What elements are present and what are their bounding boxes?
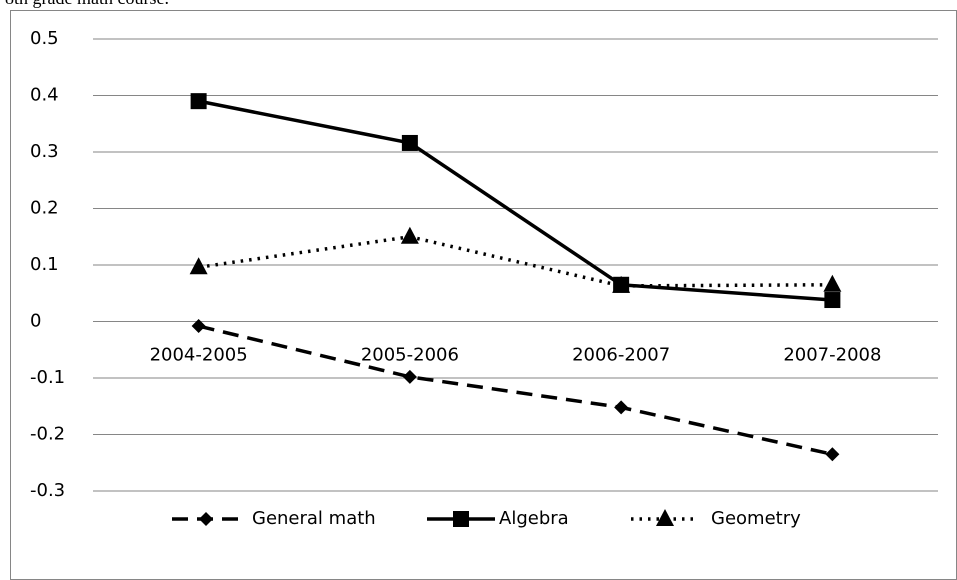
- marker: [400, 226, 419, 244]
- marker: [199, 512, 213, 526]
- x-tick-label: 2007-2008: [783, 345, 881, 366]
- x-tick-label: 2006-2007: [572, 345, 670, 366]
- series-line: [198, 99, 833, 302]
- y-tick-label: 0.4: [30, 85, 59, 106]
- marker: [453, 511, 469, 527]
- legend-label: Algebra: [499, 508, 569, 529]
- marker: [824, 292, 841, 309]
- marker: [823, 274, 842, 292]
- y-tick-label: -0.2: [30, 424, 65, 445]
- marker: [191, 319, 206, 334]
- marker: [825, 447, 840, 462]
- y-tick-label: 0.3: [30, 141, 59, 162]
- legend-label: General math: [252, 508, 376, 529]
- y-tick-label: -0.3: [30, 480, 65, 501]
- y-tick-label: 0: [30, 311, 41, 332]
- series-line: [198, 324, 833, 456]
- series-line: [198, 234, 833, 288]
- y-tick-label: 0.1: [30, 254, 59, 275]
- legend-label: Geometry: [711, 508, 801, 529]
- marker: [401, 134, 418, 151]
- y-tick-label: 0.2: [30, 198, 59, 219]
- caption: 8th grade math course.: [5, 0, 169, 8]
- x-tick-label: 2004-2005: [150, 345, 248, 366]
- marker: [612, 275, 631, 293]
- y-tick-label: -0.1: [30, 367, 65, 388]
- x-tick-label: 2005-2006: [361, 345, 459, 366]
- marker: [656, 509, 674, 526]
- marker: [190, 93, 207, 110]
- y-tick-label: 0.5: [30, 28, 59, 49]
- marker: [614, 400, 629, 415]
- marker: [189, 257, 208, 275]
- marker: [402, 369, 417, 384]
